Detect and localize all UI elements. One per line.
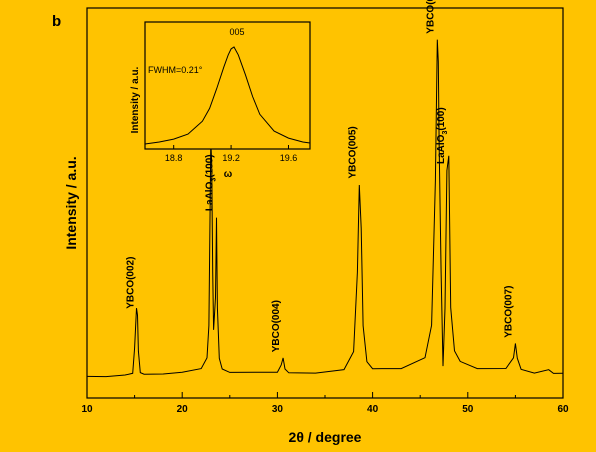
peak-label-suffix: (100) bbox=[205, 154, 216, 177]
peak-label: YBCO(006) bbox=[425, 0, 436, 34]
peak-label: YBCO(004) bbox=[271, 300, 282, 352]
x-tick-label: 10 bbox=[81, 404, 93, 415]
peak-label-text: YBCO(006) bbox=[425, 0, 436, 34]
x-tick-label: 40 bbox=[367, 404, 379, 415]
peak-label-text: YBCO(002) bbox=[126, 257, 137, 309]
peak-label-text: YBCO(007) bbox=[503, 286, 514, 338]
x-tick-label: 20 bbox=[177, 404, 189, 415]
peak-label-text: LaAlO bbox=[436, 134, 447, 164]
rocking-curve-line bbox=[144, 46, 311, 145]
x-axis-tick-labels: 10 20 30 40 50 60 bbox=[81, 404, 569, 415]
x-axis-ticks bbox=[86, 392, 564, 398]
inset-x-axis-ticks bbox=[173, 145, 289, 149]
inset-title: 005 bbox=[229, 27, 244, 37]
x-tick-label: 60 bbox=[557, 404, 569, 415]
inset-x-axis-label: ω bbox=[224, 169, 233, 180]
inset-x-tick-label: 19.6 bbox=[280, 153, 298, 163]
y-axis-label: Intensity / a.u. bbox=[63, 156, 79, 249]
inset-x-tick-label: 18.8 bbox=[165, 153, 183, 163]
peak-label-suffix: (100) bbox=[436, 107, 447, 130]
inset-frame bbox=[144, 21, 311, 150]
peak-label: YBCO(002) bbox=[126, 257, 137, 309]
peak-label-text: YBCO(005) bbox=[347, 126, 358, 178]
peak-label: LaAlO3(100) bbox=[436, 107, 449, 164]
x-axis-label: 2θ / degree bbox=[289, 429, 362, 445]
x-tick-label: 30 bbox=[272, 404, 284, 415]
peak-label-text: YBCO(004) bbox=[271, 300, 282, 352]
inset-x-tick-label: 19.2 bbox=[222, 153, 240, 163]
x-tick-label: 50 bbox=[462, 404, 474, 415]
peak-label-text: LaAlO bbox=[205, 181, 216, 211]
xrd-pattern-line bbox=[86, 39, 564, 378]
panel-label: b bbox=[52, 13, 61, 30]
inset-x-axis-tick-labels: 18.8 19.2 19.6 bbox=[165, 153, 297, 163]
peak-label: LaAlO3(100) bbox=[205, 154, 218, 211]
peak-label-subscript: 3 bbox=[442, 131, 449, 135]
peak-label-subscript: 3 bbox=[211, 178, 218, 182]
fwhm-annotation: FWHM=0.21° bbox=[148, 65, 203, 75]
peak-label: YBCO(007) bbox=[503, 286, 514, 338]
inset-y-axis-label: Intensity / a.u. bbox=[130, 66, 141, 133]
peak-label: YBCO(005) bbox=[347, 126, 358, 178]
